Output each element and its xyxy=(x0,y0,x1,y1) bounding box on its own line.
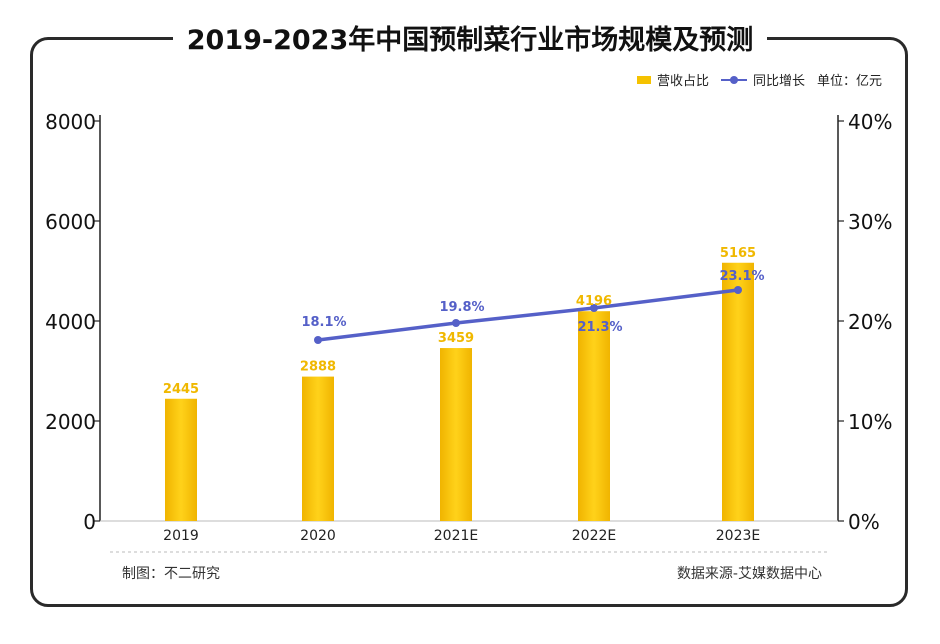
x-tick-label: 2020 xyxy=(300,528,336,544)
bar-value-label: 2888 xyxy=(300,360,336,375)
legend-line-swatch xyxy=(720,74,747,86)
x-tick-label: 2019 xyxy=(163,528,199,544)
bar xyxy=(165,398,197,521)
chart-title-wrap: 2019-2023年中国预制菜行业市场规模及预测 xyxy=(0,18,940,57)
legend-item-bar: 营收占比 xyxy=(636,70,709,89)
bar-value-label: 2445 xyxy=(163,382,199,397)
bar xyxy=(440,348,472,521)
growth-value-label: 18.1% xyxy=(301,315,346,330)
chart-credit: 制图：不二研究 xyxy=(122,566,220,582)
bar xyxy=(722,262,754,521)
y-left-tick-label: 4000 xyxy=(45,310,96,334)
y-right-tick-label: 20% xyxy=(848,310,892,334)
bar-value-label: 4196 xyxy=(576,294,612,309)
bar-value-label: 3459 xyxy=(438,331,474,346)
legend-bar-swatch xyxy=(636,75,651,84)
bar xyxy=(578,311,610,521)
growth-point xyxy=(590,304,598,312)
growth-point xyxy=(734,286,742,294)
y-right-tick-label: 10% xyxy=(848,410,892,434)
growth-point xyxy=(452,319,460,327)
y-right-tick-label: 0% xyxy=(848,510,880,534)
legend-bar-label: 营收占比 xyxy=(656,74,709,89)
growth-value-label: 21.3% xyxy=(577,320,622,335)
y-right-tick-label: 30% xyxy=(848,210,892,234)
legend-unit: 单位：亿元 xyxy=(816,74,882,89)
growth-value-label: 19.8% xyxy=(439,300,484,315)
bar xyxy=(302,376,334,521)
x-tick-label: 2022E xyxy=(572,528,616,544)
growth-line xyxy=(316,288,740,342)
legend: 营收占比 同比增长 单位：亿元 xyxy=(636,70,882,89)
growth-value-label: 23.1% xyxy=(719,269,764,284)
y-left-tick-label: 2000 xyxy=(45,410,96,434)
y-left-tick-label: 6000 xyxy=(45,210,96,234)
y-right-tick-label: 40% xyxy=(848,110,892,134)
legend-item-line: 同比增长 xyxy=(720,70,805,89)
bar-value-label: 5165 xyxy=(720,246,756,261)
x-tick-label: 2023E xyxy=(716,528,760,544)
chart-title: 2019-2023年中国预制菜行业市场规模及预测 xyxy=(172,25,768,56)
data-source: 数据来源-艾媒数据中心 xyxy=(676,566,822,582)
x-tick-label: 2021E xyxy=(434,528,478,544)
legend-line-label: 同比增长 xyxy=(752,74,805,89)
growth-point xyxy=(314,336,322,344)
y-left-tick-label: 0 xyxy=(83,510,96,534)
y-left-tick-label: 8000 xyxy=(45,110,96,134)
